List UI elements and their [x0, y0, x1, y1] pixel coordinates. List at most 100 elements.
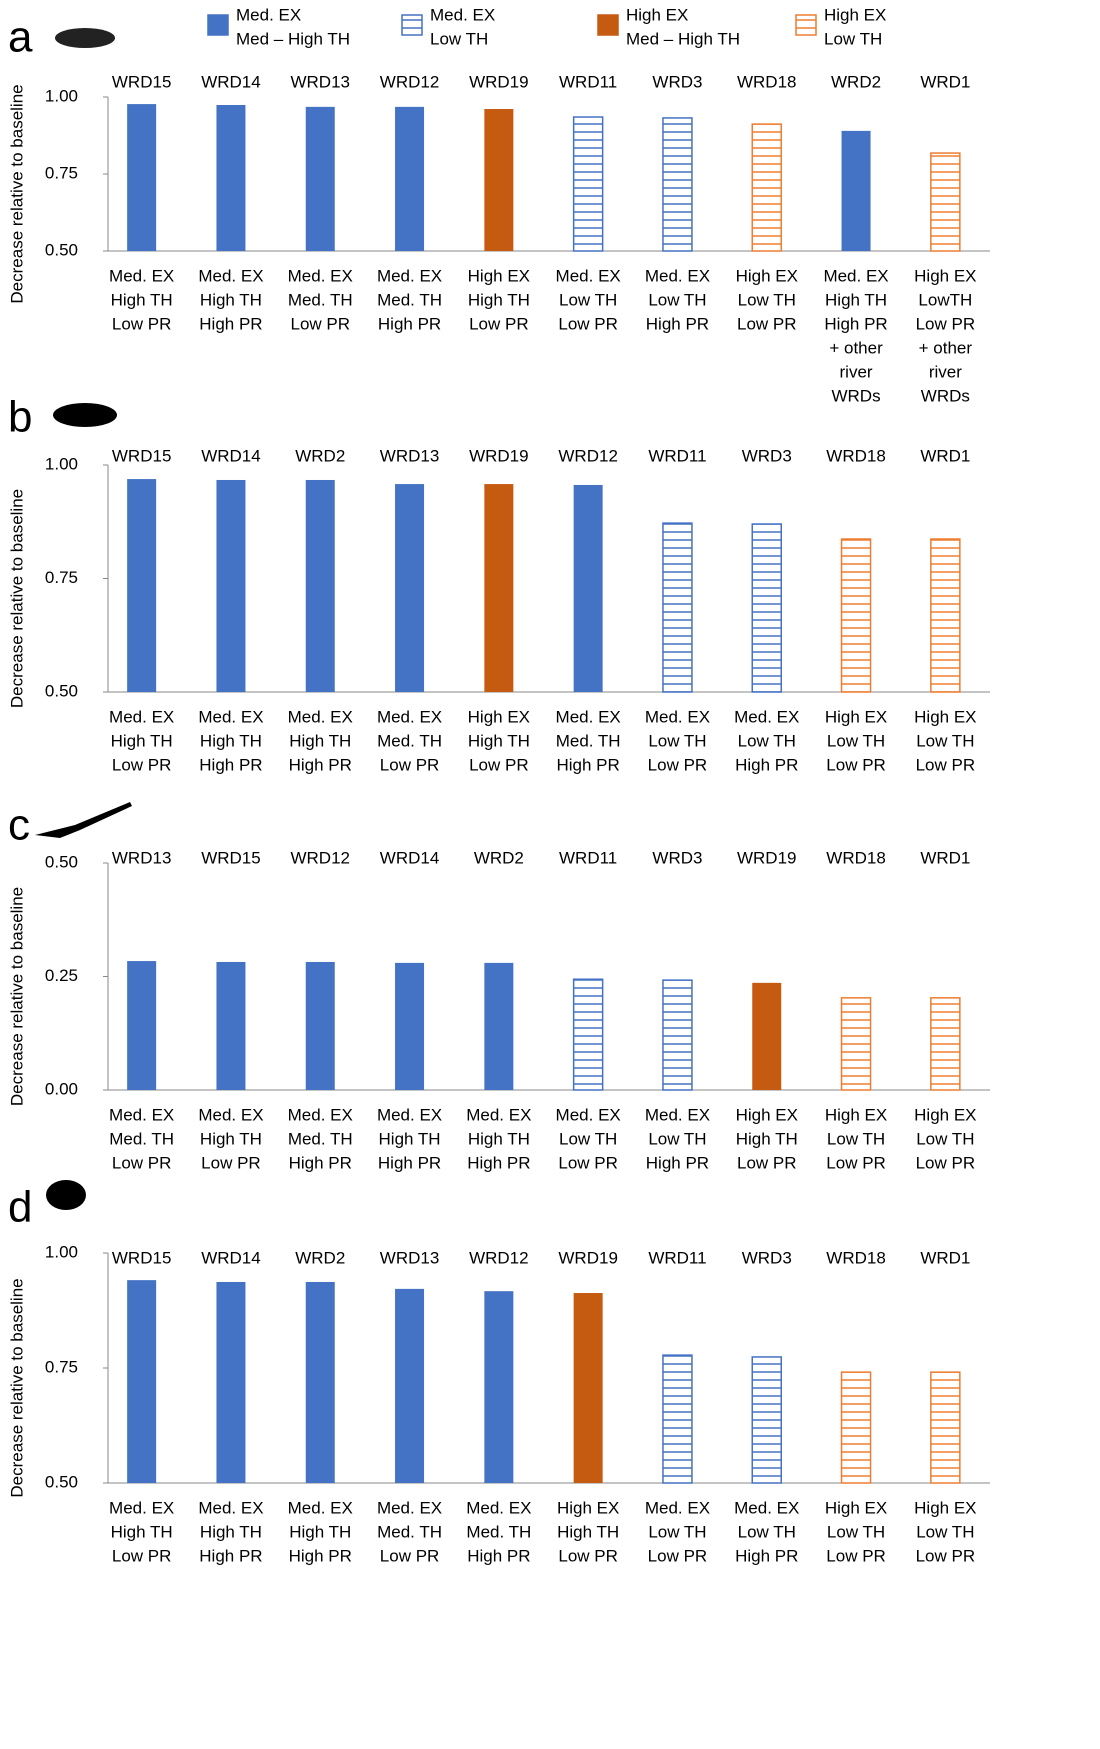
y-axis-label: Decrease relative to baseline	[7, 887, 26, 1106]
bar	[574, 485, 603, 692]
scenario-label: High PR	[646, 1153, 709, 1172]
bar	[663, 523, 692, 692]
scenario-label: Med. TH	[377, 1522, 442, 1541]
bar	[663, 980, 692, 1090]
scenario-label: High TH	[200, 731, 262, 750]
category-label: WRD18	[737, 72, 797, 91]
category-label: WRD11	[648, 446, 706, 465]
scenario-label: High TH	[111, 290, 173, 309]
bar	[842, 1372, 871, 1483]
scenario-label: Low PR	[380, 1546, 440, 1565]
scenario-label: Low PR	[826, 1153, 886, 1172]
bar	[842, 539, 871, 692]
bar	[395, 1289, 424, 1483]
bar	[752, 524, 781, 692]
category-label: WRD12	[380, 72, 440, 91]
scenario-label: Low PR	[469, 755, 529, 774]
category-label: WRD3	[742, 446, 792, 465]
scenario-label: Low TH	[827, 1129, 885, 1148]
legend-label: High EX	[824, 5, 886, 24]
scenario-label: Med. EX	[645, 707, 710, 726]
scenario-label: High TH	[468, 1129, 530, 1148]
scenario-label: river	[929, 362, 962, 381]
category-label: WRD18	[826, 1248, 886, 1267]
scenario-label: Med. EX	[556, 1105, 621, 1124]
scenario-label: Med. EX	[109, 266, 174, 285]
y-tick-label: 0.25	[45, 966, 78, 985]
legend-label: Low TH	[430, 29, 488, 48]
bar	[574, 117, 603, 251]
scenario-label: Low TH	[738, 731, 796, 750]
scenario-label: Low TH	[738, 1522, 796, 1541]
scenario-label: High TH	[289, 731, 351, 750]
y-tick-label: 1.00	[45, 454, 78, 473]
y-tick-label: 0.50	[45, 240, 78, 259]
scenario-label: Low TH	[648, 1129, 706, 1148]
scenario-label: Low PR	[112, 1546, 172, 1565]
scenario-label: Med. EX	[198, 266, 263, 285]
scenario-label: High PR	[289, 1546, 352, 1565]
y-axis-label: Decrease relative to baseline	[7, 489, 26, 708]
scenario-label: High TH	[468, 731, 530, 750]
category-label: WRD1	[920, 446, 970, 465]
scenario-label: Med. EX	[466, 1498, 531, 1517]
bar	[663, 1355, 692, 1483]
scenario-label: Low PR	[558, 314, 618, 333]
scenario-label: WRDs	[831, 386, 880, 405]
panel-letter: b	[8, 393, 32, 442]
bar	[752, 124, 781, 251]
scenario-label: High EX	[557, 1498, 619, 1517]
scenario-label: Low TH	[916, 1129, 974, 1148]
bar	[842, 131, 871, 251]
category-label: WRD12	[469, 1248, 529, 1267]
bar	[842, 998, 871, 1090]
figure: Med. EXMed – High THMed. EXLow THHigh EX…	[0, 0, 1100, 1749]
scenario-label: High EX	[914, 1105, 976, 1124]
y-axis-label: Decrease relative to baseline	[7, 1278, 26, 1497]
scenario-label: Med. TH	[466, 1522, 531, 1541]
panel-letter: d	[8, 1183, 32, 1232]
scenario-label: Med. EX	[466, 1105, 531, 1124]
category-label: WRD13	[380, 1248, 440, 1267]
scenario-label: Med. EX	[109, 1498, 174, 1517]
scenario-label: Low TH	[559, 1129, 617, 1148]
bar	[931, 998, 960, 1090]
bar	[484, 484, 513, 692]
panel-letter: c	[8, 801, 30, 850]
scenario-label: Med. EX	[198, 707, 263, 726]
scenario-label: Low TH	[916, 1522, 974, 1541]
scenario-label: Low PR	[112, 314, 172, 333]
scenario-label: Low PR	[916, 1546, 976, 1565]
scenario-label: High EX	[736, 266, 798, 285]
scenario-label: Low PR	[290, 314, 350, 333]
bar	[127, 479, 156, 692]
category-label: WRD19	[469, 446, 529, 465]
scenario-label: Med. EX	[288, 266, 353, 285]
category-label: WRD1	[920, 72, 970, 91]
legend-label: Low TH	[824, 29, 882, 48]
scenario-label: + other	[829, 338, 883, 357]
category-label: WRD15	[112, 446, 172, 465]
scenario-label: High EX	[736, 1105, 798, 1124]
legend-swatch	[598, 15, 618, 35]
scenario-label: Med. EX	[556, 266, 621, 285]
y-tick-label: 0.00	[45, 1079, 78, 1098]
scenario-label: Med. EX	[377, 1498, 442, 1517]
category-label: WRD12	[558, 446, 618, 465]
scenario-label: High EX	[825, 1498, 887, 1517]
scenario-label: High TH	[200, 1522, 262, 1541]
scenario-label: Low PR	[826, 755, 886, 774]
scenario-label: Low PR	[916, 314, 976, 333]
category-label: WRD15	[201, 848, 261, 867]
y-tick-label: 1.00	[45, 86, 78, 105]
scenario-label: Med. TH	[377, 290, 442, 309]
fish-icon	[53, 403, 117, 427]
bar	[663, 118, 692, 251]
scenario-label: Low PR	[112, 755, 172, 774]
mangrove-icon	[46, 1180, 86, 1210]
scenario-label: High EX	[825, 1105, 887, 1124]
scenario-label: Low TH	[827, 731, 885, 750]
scenario-label: High EX	[468, 266, 530, 285]
scenario-label: Low TH	[559, 290, 617, 309]
scenario-label: Low TH	[648, 1522, 706, 1541]
